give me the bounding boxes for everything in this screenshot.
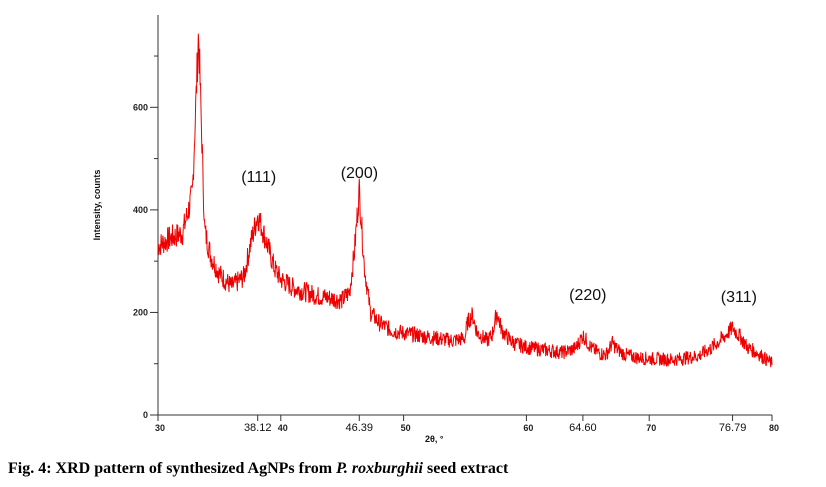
peak-hkl-label: (311) [721,289,757,306]
x-tick-label: 70 [646,423,656,433]
y-tick-label: 0 [143,410,148,420]
axes: 0 200 400 600 30 40 50 60 70 80 [133,15,779,433]
peak-hkl-label: (220) [569,287,606,304]
xrd-series-line [157,33,773,368]
figure-caption: Fig. 4: XRD pattern of synthesized AgNPs… [8,460,508,478]
caption-suffix: seed extract [422,460,509,477]
x-axis-label: 2θ, ° [425,434,444,444]
peak-position-label: 76.79 [719,422,747,434]
caption-species: P. roxburghii [336,460,423,477]
peak-hkl-label: (200) [341,165,378,182]
y-tick-label: 200 [133,307,148,317]
x-tick-label: 50 [401,423,411,433]
y-axis-label: Intensity, counts [92,170,102,241]
peak-position-label: 64.60 [569,422,597,434]
peak-position-label: 46.39 [346,422,374,434]
x-tick-label: 80 [769,423,779,433]
labels: 2θ, ° Intensity, counts (111) 38.12 (200) 46.… [92,165,757,444]
peak-position-label: 38.12 [244,422,272,434]
x-tick-label: 60 [523,423,533,433]
caption-prefix: Fig. 4: XRD pattern of synthesized AgNPs… [8,460,337,477]
plot-area [157,33,773,368]
y-tick-label: 600 [133,102,148,112]
y-tick-label: 400 [133,205,148,215]
x-tick-label: 40 [278,423,288,433]
xrd-chart: 0 200 400 600 30 40 50 60 70 80 2θ, ° Intensity, c… [92,15,779,444]
x-tick-label: 30 [155,423,165,433]
peak-hkl-label: (111) [241,169,276,186]
